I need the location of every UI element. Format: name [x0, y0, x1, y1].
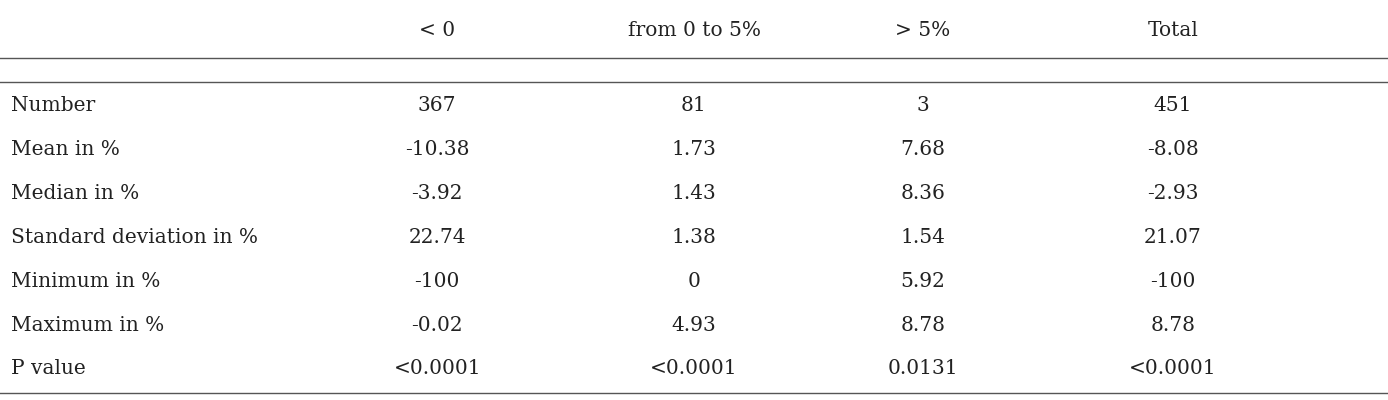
Text: 367: 367 — [418, 96, 457, 116]
Text: 0: 0 — [687, 272, 701, 291]
Text: 8.78: 8.78 — [1151, 316, 1195, 334]
Text: Standard deviation in %: Standard deviation in % — [11, 228, 258, 247]
Text: 451: 451 — [1153, 96, 1192, 116]
Text: > 5%: > 5% — [895, 20, 951, 40]
Text: 1.54: 1.54 — [901, 228, 945, 247]
Text: 8.78: 8.78 — [901, 316, 945, 334]
Text: Total: Total — [1148, 20, 1198, 40]
Text: -3.92: -3.92 — [411, 184, 464, 203]
Text: Number: Number — [11, 96, 96, 116]
Text: from 0 to 5%: from 0 to 5% — [627, 20, 761, 40]
Text: -100: -100 — [1151, 272, 1195, 291]
Text: P value: P value — [11, 359, 86, 378]
Text: -10.38: -10.38 — [405, 140, 469, 159]
Text: <0.0001: <0.0001 — [393, 359, 482, 378]
Text: 3: 3 — [916, 96, 930, 116]
Text: 7.68: 7.68 — [901, 140, 945, 159]
Text: <0.0001: <0.0001 — [650, 359, 738, 378]
Text: 22.74: 22.74 — [408, 228, 466, 247]
Text: <0.0001: <0.0001 — [1128, 359, 1217, 378]
Text: 5.92: 5.92 — [901, 272, 945, 291]
Text: 21.07: 21.07 — [1144, 228, 1202, 247]
Text: -100: -100 — [415, 272, 459, 291]
Text: Median in %: Median in % — [11, 184, 139, 203]
Text: 0.0131: 0.0131 — [888, 359, 958, 378]
Text: Minimum in %: Minimum in % — [11, 272, 161, 291]
Text: 4.93: 4.93 — [672, 316, 716, 334]
Text: -0.02: -0.02 — [411, 316, 464, 334]
Text: -8.08: -8.08 — [1146, 140, 1199, 159]
Text: 1.38: 1.38 — [672, 228, 716, 247]
Text: -2.93: -2.93 — [1146, 184, 1199, 203]
Text: Mean in %: Mean in % — [11, 140, 119, 159]
Text: 1.43: 1.43 — [672, 184, 716, 203]
Text: 8.36: 8.36 — [901, 184, 945, 203]
Text: 81: 81 — [682, 96, 706, 116]
Text: Maximum in %: Maximum in % — [11, 316, 164, 334]
Text: 1.73: 1.73 — [672, 140, 716, 159]
Text: < 0: < 0 — [419, 20, 455, 40]
